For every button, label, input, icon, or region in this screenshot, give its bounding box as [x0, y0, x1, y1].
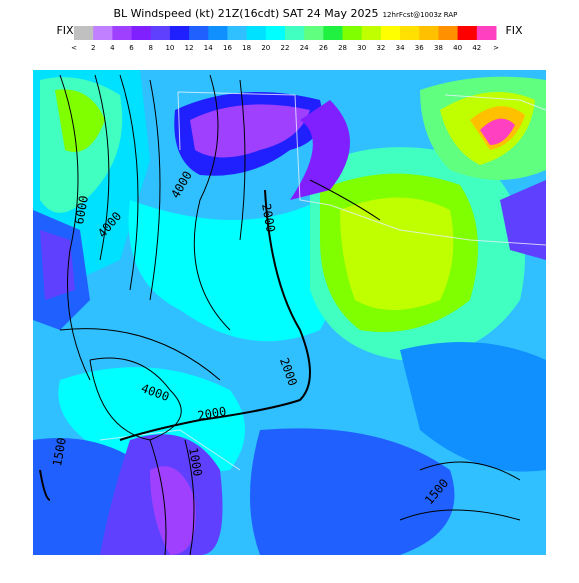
fix-right: FIX — [505, 24, 523, 37]
contour-label: 2000 — [259, 202, 278, 233]
colorbar-label: 20 — [261, 44, 270, 52]
colorbar-swatch — [208, 26, 228, 40]
colorbar-swatch — [93, 26, 113, 40]
colorbar-swatch — [285, 26, 305, 40]
colorbar-swatch — [476, 26, 497, 40]
colorbar-swatch — [169, 26, 190, 40]
colorbar-label: 8 — [148, 44, 152, 52]
colorbar-label: 2 — [91, 44, 95, 52]
colorbar-label: 10 — [165, 44, 174, 52]
colorbar-label: 40 — [453, 44, 462, 52]
colorbar-swatch — [227, 26, 248, 40]
map: 6000 4000 4000 2000 2000 4000 2000 1500 … — [33, 70, 546, 555]
colorbar-swatch — [380, 26, 401, 40]
colorbar-swatch — [112, 26, 133, 40]
colorbar-label: 22 — [281, 44, 290, 52]
colorbar-label: 18 — [242, 44, 251, 52]
colorbar-swatch — [400, 26, 420, 40]
colorbar-label: 36 — [415, 44, 424, 52]
contour-label: 6000 — [72, 194, 91, 225]
colorbar-swatch — [457, 26, 478, 40]
colorbar-label: 34 — [396, 44, 405, 52]
colorbar-label: 4 — [110, 44, 115, 52]
colorbar-swatch — [342, 26, 363, 40]
colorbar-label: 14 — [204, 44, 213, 52]
colorbar-label: < — [71, 44, 77, 52]
colorbar-swatch — [189, 26, 209, 40]
contour-label: 1500 — [50, 436, 69, 467]
fix-left: FIX — [56, 24, 74, 37]
colorbar-label: 42 — [472, 44, 481, 52]
colorbar-label: 26 — [319, 44, 328, 52]
colorbar-swatch — [74, 26, 94, 40]
colorbar-label: 38 — [434, 44, 443, 52]
colorbar-label: 24 — [300, 44, 309, 52]
colorbar-label: 32 — [376, 44, 385, 52]
colorbar-label: 28 — [338, 44, 347, 52]
colorbar-swatch — [323, 26, 344, 40]
contour-label: 2000 — [196, 404, 227, 423]
colorbar-label: 12 — [185, 44, 194, 52]
colorbar-swatch — [246, 26, 267, 40]
colorbar-label: > — [493, 44, 499, 52]
subtitle: 12hrFcst@1003z RAP — [383, 11, 458, 19]
colorbar: <2 4 6 8 10 12 14 16 18 20 22 24 26 28 30 32 34 36 38 40 42 > — [71, 26, 499, 52]
contour-label: 1000 — [186, 446, 205, 477]
colorbar-swatch — [419, 26, 439, 40]
colorbar-swatch — [150, 26, 171, 40]
colorbar-label: 6 — [129, 44, 134, 52]
colorbar-label: 16 — [223, 44, 232, 52]
colorbar-label: 30 — [357, 44, 366, 52]
colorbar-swatch — [265, 26, 286, 40]
colorbar-swatch — [304, 26, 324, 40]
colorbar-swatch — [131, 26, 152, 40]
colorbar-swatch — [438, 26, 459, 40]
colorbar-swatch — [361, 26, 382, 40]
title: BL Windspeed (kt) 21Z(16cdt) SAT 24 May … — [113, 7, 378, 20]
